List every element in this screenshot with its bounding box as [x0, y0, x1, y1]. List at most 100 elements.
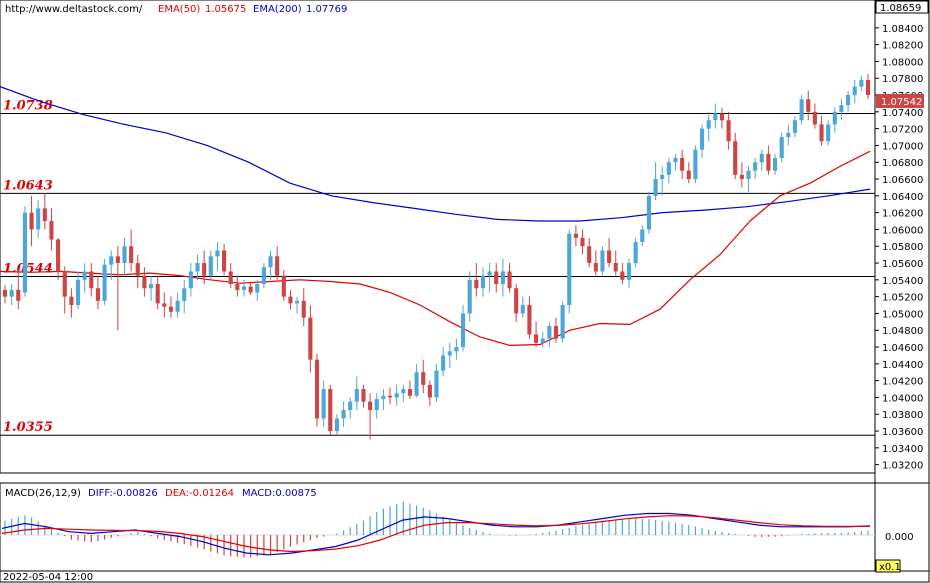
- candle-body: [62, 271, 67, 297]
- candle-body: [241, 286, 247, 290]
- candle-body: [454, 347, 459, 352]
- candle-body: [753, 162, 758, 171]
- zoom-label[interactable]: x0.1: [879, 562, 901, 573]
- candle-body: [56, 239, 61, 272]
- level-label: 1.0544: [3, 261, 53, 276]
- candle-body: [308, 317, 313, 360]
- candle-body: [773, 158, 778, 171]
- candle-body: [799, 99, 804, 121]
- price-tick-label: 1.08200: [882, 41, 923, 52]
- candle-body: [633, 242, 638, 264]
- candle-body: [467, 279, 472, 314]
- candle-body: [361, 389, 366, 402]
- candle-body: [832, 111, 837, 125]
- candle-body: [275, 256, 280, 276]
- price-tick-label: 1.06000: [882, 225, 923, 236]
- candle-body: [202, 263, 207, 276]
- candle-body: [314, 359, 320, 419]
- candle-body: [826, 124, 831, 142]
- candle-body: [148, 284, 154, 289]
- level-label: 1.0355: [3, 420, 53, 435]
- candle-body: [49, 221, 54, 240]
- price-tick-label: 1.06600: [882, 175, 923, 186]
- macd-series: [0, 501, 875, 558]
- candle-body: [547, 326, 552, 339]
- candle-body: [806, 99, 811, 112]
- ema50-line-group: [0, 150, 871, 347]
- macd-diff-text: DIFF:-0.00826: [88, 488, 158, 499]
- candle-body: [414, 372, 419, 396]
- candle-body: [786, 132, 791, 138]
- candle-body: [228, 271, 233, 285]
- price-tick-label: 1.04000: [882, 393, 923, 404]
- candle-body: [852, 86, 857, 96]
- price-tick-label: 1.07800: [882, 74, 923, 85]
- candle-body: [421, 372, 426, 385]
- candle-body: [321, 389, 326, 419]
- candle-body: [494, 271, 499, 285]
- candle-body: [82, 271, 87, 280]
- price-tick-label: 1.08000: [882, 57, 923, 68]
- candle-body: [600, 250, 605, 272]
- candle-body: [819, 124, 824, 142]
- candle-body: [514, 288, 519, 314]
- candle-body: [739, 174, 744, 180]
- candle-body: [626, 263, 632, 280]
- candle-body: [188, 271, 193, 289]
- header-url[interactable]: http://www.deltastock.com/: [5, 4, 143, 15]
- candle-body: [766, 153, 771, 171]
- candle-body: [75, 279, 81, 306]
- candle-body: [620, 271, 625, 280]
- candle-body: [195, 263, 200, 272]
- current-price: 1.07542: [881, 97, 922, 108]
- candle-body: [534, 334, 539, 343]
- candle-body: [699, 128, 705, 150]
- candle-body: [673, 158, 678, 163]
- candle-body: [387, 395, 393, 398]
- candle-body: [567, 233, 572, 306]
- candle-body: [660, 174, 665, 180]
- candle-body: [268, 256, 273, 268]
- candle-body: [222, 250, 227, 272]
- zoom-box[interactable]: [875, 559, 901, 573]
- candle-body: [208, 256, 213, 276]
- candle-body: [686, 170, 691, 180]
- price-tick-label: 1.07200: [882, 125, 923, 136]
- price-tick-label: 1.06800: [882, 158, 923, 169]
- candle-body: [846, 95, 851, 106]
- candle-body: [9, 289, 14, 297]
- price-tick-label: 1.05400: [882, 276, 923, 287]
- candle-body: [553, 326, 559, 339]
- candle-body: [401, 389, 406, 394]
- price-tick-label: 1.04800: [882, 326, 923, 337]
- candle-body: [666, 162, 671, 175]
- candle-body: [394, 393, 399, 398]
- price-tick-label: 1.07400: [882, 108, 923, 119]
- ema200-value: 1.07769: [306, 4, 347, 15]
- candle-body: [381, 395, 386, 400]
- candle-body: [474, 279, 479, 289]
- candle-body: [29, 212, 34, 230]
- macd-diff-line: [1, 512, 871, 556]
- candle-body: [95, 288, 100, 301]
- candle-body: [713, 113, 718, 121]
- candle-body: [2, 289, 8, 297]
- candlesticks: [2, 74, 871, 440]
- candle-body: [680, 158, 685, 171]
- candle-body: [441, 355, 446, 371]
- candle-body: [560, 305, 565, 339]
- candle-body: [255, 284, 260, 293]
- candle-body: [759, 153, 764, 163]
- candle-body: [540, 338, 545, 343]
- price-tick-label: 1.05800: [882, 242, 923, 253]
- candle-body: [427, 384, 432, 398]
- candle-body: [129, 246, 134, 264]
- candle-body: [527, 305, 532, 335]
- candle-body: [726, 120, 731, 142]
- candle-body: [341, 410, 346, 419]
- macd-dea-text: DEA:-0.01264: [165, 488, 234, 499]
- candle-body: [593, 263, 598, 272]
- candle-body: [295, 300, 300, 304]
- candle-body: [175, 300, 180, 312]
